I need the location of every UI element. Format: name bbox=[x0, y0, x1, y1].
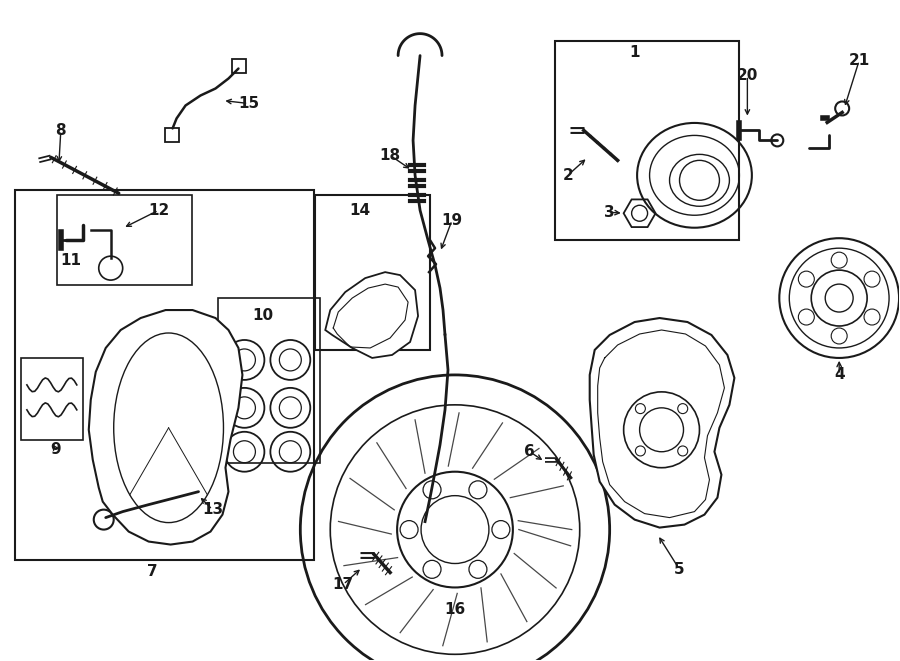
Text: 8: 8 bbox=[56, 123, 66, 138]
Text: 5: 5 bbox=[674, 562, 685, 577]
Text: 14: 14 bbox=[349, 203, 371, 217]
Bar bbox=[315, 195, 430, 350]
Text: 3: 3 bbox=[605, 205, 615, 219]
Polygon shape bbox=[89, 310, 242, 545]
Bar bbox=[57, 195, 192, 285]
Bar bbox=[232, 59, 247, 73]
Text: 2: 2 bbox=[562, 168, 573, 183]
Bar bbox=[15, 190, 314, 559]
Text: 1: 1 bbox=[629, 45, 640, 60]
Polygon shape bbox=[590, 318, 734, 527]
Text: 16: 16 bbox=[445, 602, 465, 617]
Text: 11: 11 bbox=[60, 253, 81, 268]
Bar bbox=[219, 298, 320, 463]
Text: 19: 19 bbox=[441, 213, 463, 228]
Text: 6: 6 bbox=[525, 444, 535, 459]
Bar bbox=[21, 358, 83, 440]
Polygon shape bbox=[325, 272, 418, 358]
Text: 7: 7 bbox=[148, 564, 157, 579]
Text: 21: 21 bbox=[849, 53, 869, 68]
Text: 17: 17 bbox=[333, 577, 354, 592]
Text: 20: 20 bbox=[737, 68, 758, 83]
Text: 4: 4 bbox=[834, 368, 844, 383]
Text: 13: 13 bbox=[202, 502, 223, 517]
Text: 15: 15 bbox=[238, 96, 259, 111]
Text: 10: 10 bbox=[252, 307, 273, 323]
Text: 12: 12 bbox=[148, 203, 169, 217]
Text: 18: 18 bbox=[380, 148, 400, 163]
Bar bbox=[165, 128, 178, 142]
Text: 9: 9 bbox=[50, 442, 61, 457]
Bar bbox=[554, 40, 740, 240]
